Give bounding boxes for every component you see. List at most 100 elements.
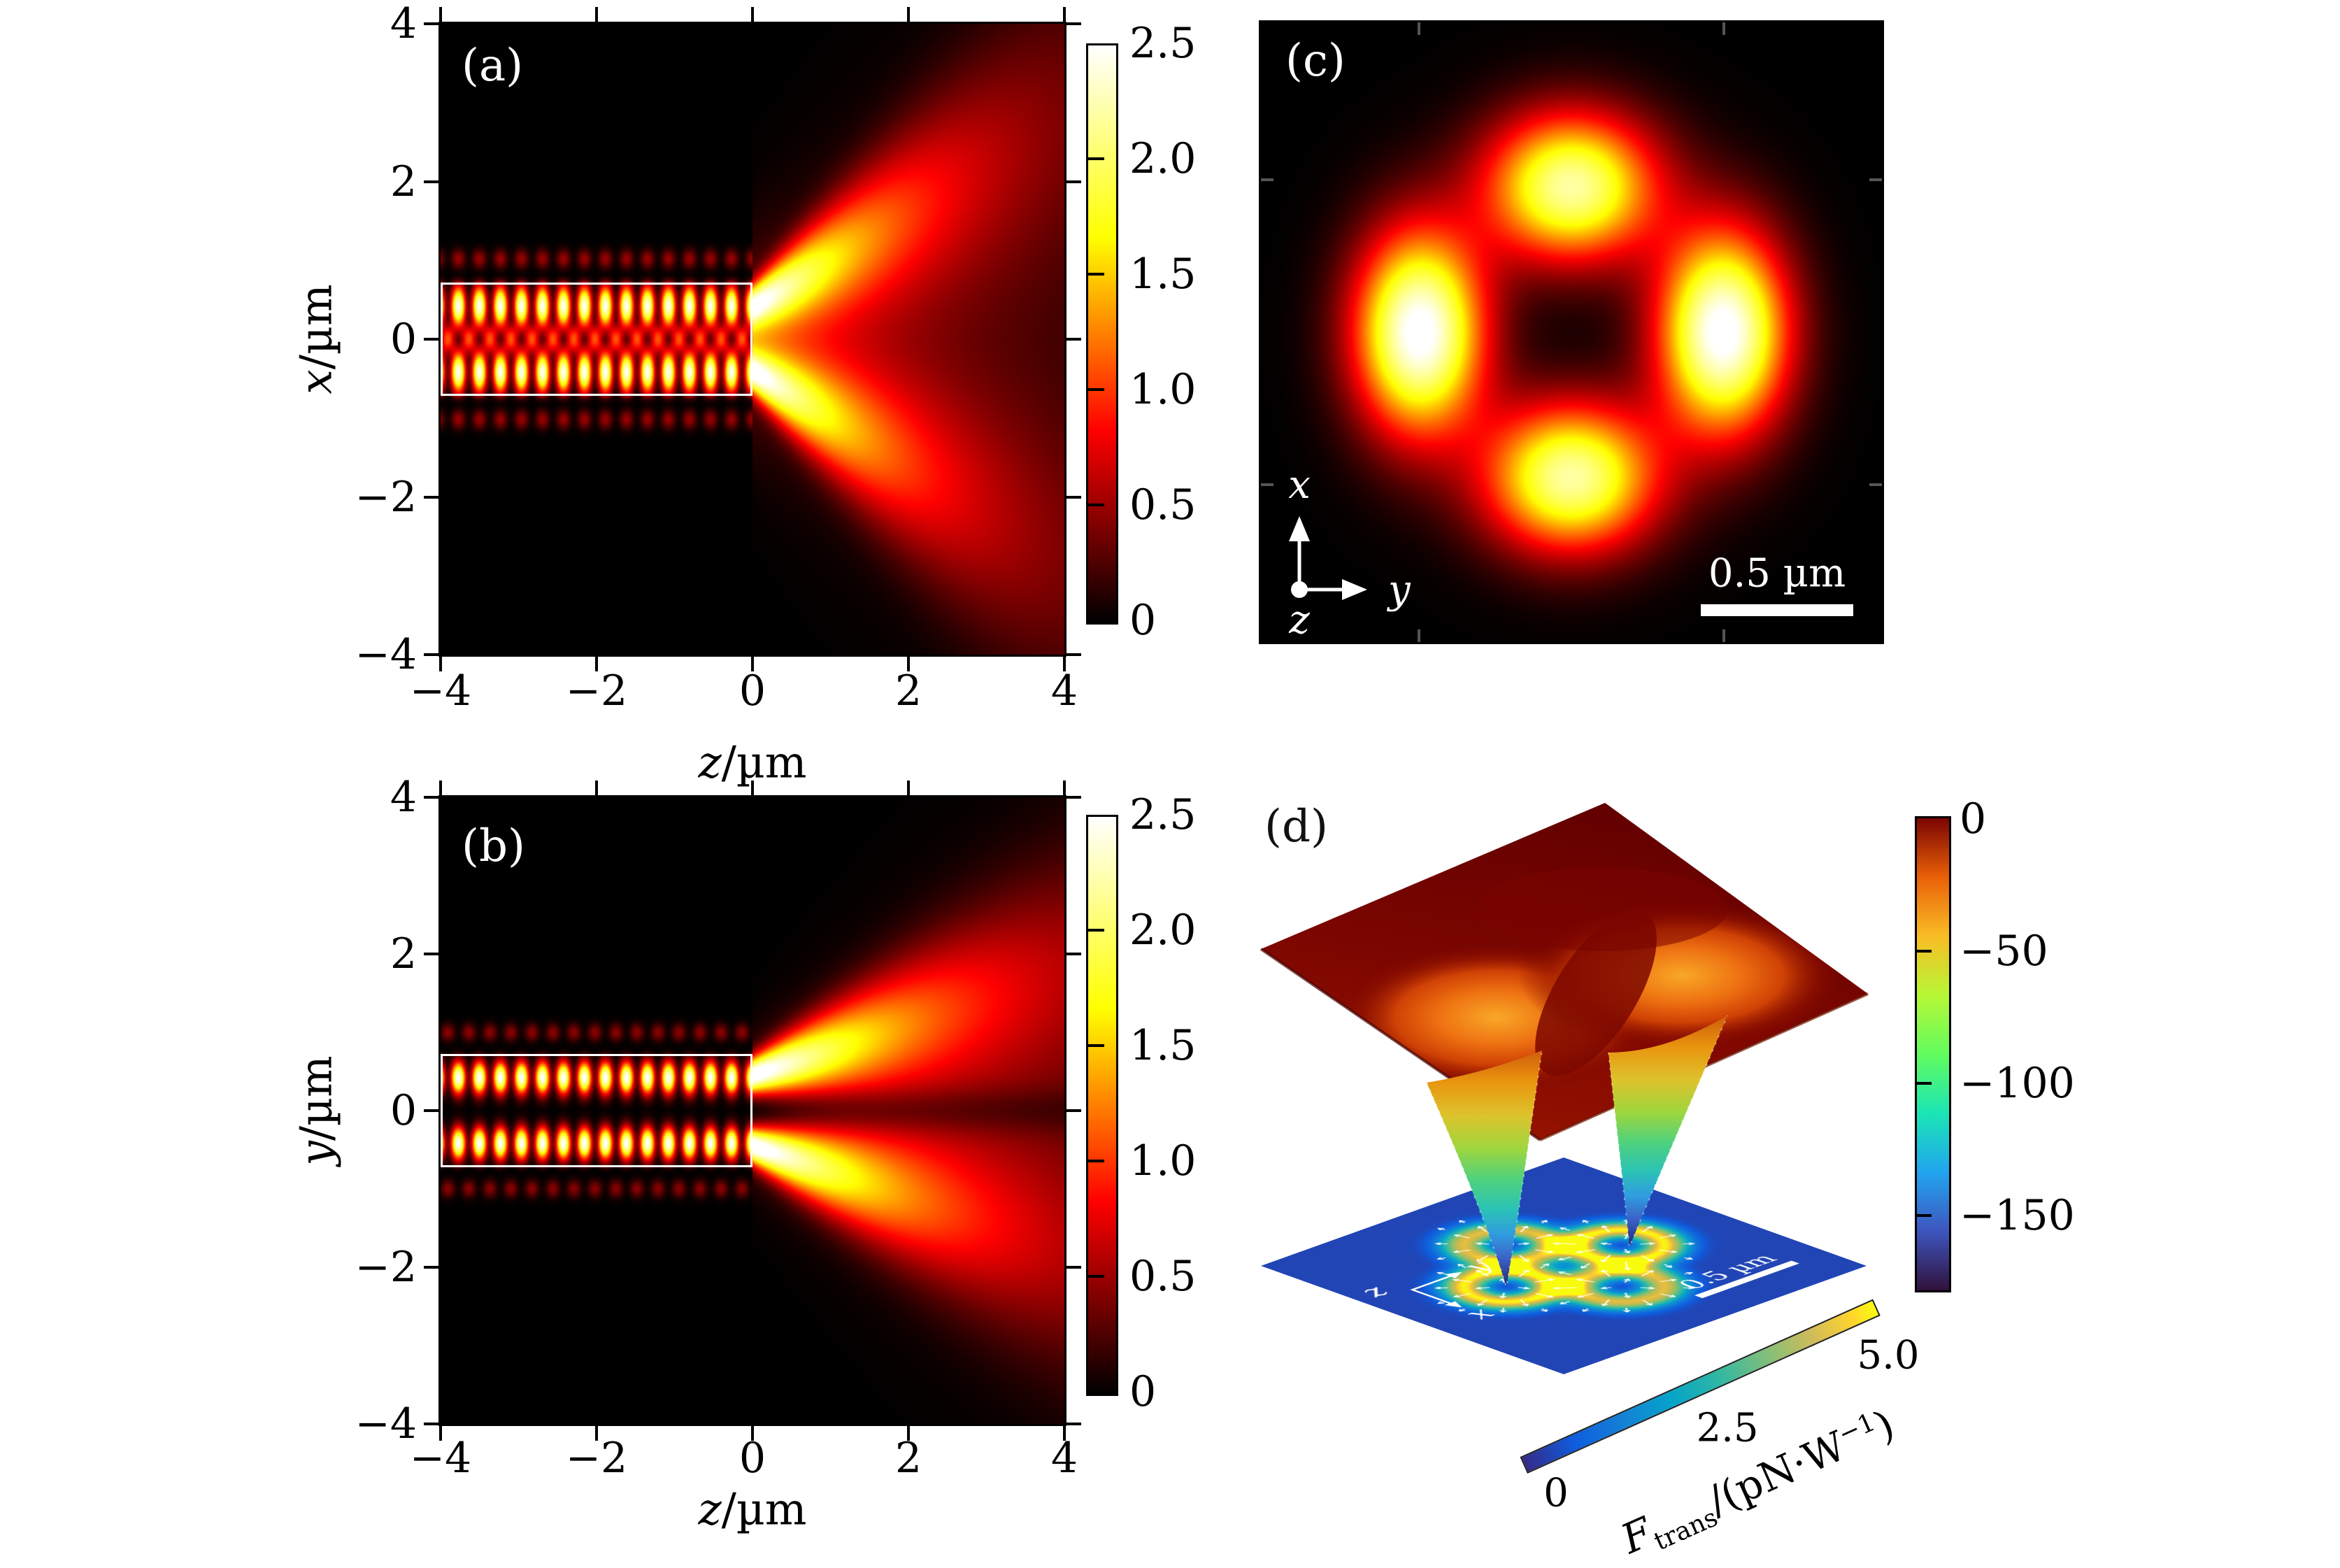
cb-ticklabel-b-1: 2.0 xyxy=(1129,906,1197,955)
cb-ticklabel-b-2: 1.5 xyxy=(1129,1021,1197,1070)
cb-tick-a-2 xyxy=(1086,273,1104,276)
x-ticklabel-a-2: 0 xyxy=(739,667,766,715)
c-tick-top-0 xyxy=(1418,22,1420,35)
x-tick-top-a-4 xyxy=(1063,7,1066,24)
panel-d-label: (d) xyxy=(1264,801,1328,853)
y-tick-right-b-0 xyxy=(1064,796,1081,799)
plateau-front-left-edge xyxy=(1260,948,1541,1141)
z-axis-origin-dot xyxy=(1291,581,1308,598)
y-tick-right-a-3 xyxy=(1064,495,1081,499)
x-tick-b-0 xyxy=(439,1424,442,1441)
x-tick-a-0 xyxy=(439,655,442,671)
axis-label-y: y xyxy=(1386,567,1411,613)
c-tick-left-0 xyxy=(1261,178,1274,181)
x-tick-top-a-1 xyxy=(595,7,598,24)
force-axis-label: Ftrans/(pN·W−1) xyxy=(1614,1400,1903,1567)
cb-ticklabel-a-1: 2.0 xyxy=(1129,134,1197,183)
cb-ticklabel-b-0: 2.5 xyxy=(1129,790,1197,839)
y-ticklabel-a-3: −2 xyxy=(355,472,417,522)
x-tick-a-2 xyxy=(751,655,754,671)
x-ticklabel-b-3: 2 xyxy=(894,1434,922,1483)
cb-tick-a-1 xyxy=(1086,157,1104,160)
x-tick-top-a-3 xyxy=(907,7,910,24)
force-tick-2-5: 2.5 xyxy=(1696,1405,1759,1451)
cb-ticklabel-d-0: 0 xyxy=(1960,794,1987,843)
y-tick-b-2 xyxy=(424,1109,441,1112)
panel-a-ylabel-var: x xyxy=(290,369,342,394)
cb-ticklabel-a-4: 0.5 xyxy=(1129,480,1197,529)
y-ticklabel-a-0: 4 xyxy=(390,0,417,48)
cb-ticklabel-b-4: 0.5 xyxy=(1129,1252,1197,1301)
panel-b-ylabel: y/µm xyxy=(291,1055,342,1166)
x-tick-b-1 xyxy=(595,1424,598,1441)
x-tick-top-a-0 xyxy=(439,7,442,24)
cb-ticklabel-a-2: 1.5 xyxy=(1129,250,1197,299)
c-tick-bot-1 xyxy=(1722,629,1725,642)
y-tick-a-3 xyxy=(424,495,441,499)
colorbar-b xyxy=(1086,815,1118,1396)
cb-ticklabel-d-1: −50 xyxy=(1960,927,2048,976)
x-ticklabel-b-2: 0 xyxy=(739,1434,766,1483)
x-ticklabel-a-4: 4 xyxy=(1050,667,1078,715)
x-tick-top-b-2 xyxy=(751,781,754,797)
heatmap-panel-b xyxy=(441,797,1064,1424)
y-tick-a-2 xyxy=(424,338,441,341)
panel-a-label: (a) xyxy=(462,40,524,92)
y-tick-right-a-1 xyxy=(1064,180,1081,183)
x-tick-b-2 xyxy=(751,1424,754,1441)
panel-b-ylabel-var: y xyxy=(290,1141,342,1166)
y-ticklabel-b-0: 4 xyxy=(390,773,417,822)
y-tick-b-4 xyxy=(424,1423,441,1425)
y-ticklabel-b-4: −4 xyxy=(355,1399,417,1448)
cb-tick-b-2 xyxy=(1086,1044,1104,1047)
cb-tick-b-4 xyxy=(1086,1275,1104,1278)
cb-tick-a-4 xyxy=(1086,504,1104,506)
cb-tick-d-3 xyxy=(1915,1214,1932,1217)
c-tick-bot-0 xyxy=(1418,629,1420,642)
y-tick-right-a-4 xyxy=(1064,653,1081,656)
y-tick-b-3 xyxy=(424,1266,441,1269)
cb-tick-a-3 xyxy=(1086,388,1104,391)
c-tick-left-1 xyxy=(1261,483,1274,486)
y-ticklabel-b-2: 0 xyxy=(390,1086,417,1135)
axes-indicator-c: x y z xyxy=(1288,462,1411,642)
scalebar-c xyxy=(1701,604,1853,616)
x-tick-a-4 xyxy=(1063,655,1066,671)
x-tick-top-b-3 xyxy=(907,781,910,797)
cb-ticklabel-a-0: 2.5 xyxy=(1129,19,1197,68)
plateau-front-right-edge xyxy=(1539,992,1869,1141)
panel-a-ylabel-unit: /µm xyxy=(290,284,342,370)
x-tick-top-b-1 xyxy=(595,781,598,797)
cb-ticklabel-b-3: 1.0 xyxy=(1129,1136,1197,1185)
x-tick-top-a-2 xyxy=(751,7,754,24)
y-tick-right-b-1 xyxy=(1064,953,1081,955)
force-label-sub: trans xyxy=(1650,1503,1722,1557)
panel-a-xlabel: z/µm xyxy=(698,737,806,788)
x-tick-a-3 xyxy=(907,655,910,671)
panel-a-ylabel: x/µm xyxy=(291,284,342,394)
panel-c-label: (c) xyxy=(1285,35,1346,87)
y-tick-a-0 xyxy=(424,22,441,25)
colorbar-d xyxy=(1915,816,1951,1292)
panel-b-xlabel-var: z xyxy=(698,1483,722,1535)
scalebar-c-label: 0.5 µm xyxy=(1708,550,1846,597)
x-tick-a-1 xyxy=(595,655,598,671)
x-ticklabel-b-0: −4 xyxy=(409,1434,472,1483)
x-tick-b-4 xyxy=(1063,1424,1066,1441)
x-ticklabel-a-3: 2 xyxy=(894,667,922,715)
panel-b-ylabel-unit: /µm xyxy=(290,1055,342,1141)
c-tick-top-1 xyxy=(1722,22,1725,35)
x-ticklabel-b-1: −2 xyxy=(565,1434,628,1483)
cb-ticklabel-b-5: 0 xyxy=(1129,1367,1157,1416)
force-tick-5-0: 5.0 xyxy=(1857,1332,1920,1378)
x-tick-top-b-4 xyxy=(1063,781,1066,797)
y-ticklabel-b-1: 2 xyxy=(390,929,417,978)
c-tick-right-0 xyxy=(1869,178,1882,181)
panel-a-xlabel-var: z xyxy=(698,736,722,788)
panel-a-xlabel-unit: /µm xyxy=(721,736,807,788)
y-tick-b-0 xyxy=(424,796,441,799)
cb-ticklabel-d-2: −100 xyxy=(1960,1059,2075,1108)
y-tick-right-b-2 xyxy=(1064,1109,1081,1112)
x-tick-b-3 xyxy=(907,1424,910,1441)
x-tick-top-b-0 xyxy=(439,781,442,797)
